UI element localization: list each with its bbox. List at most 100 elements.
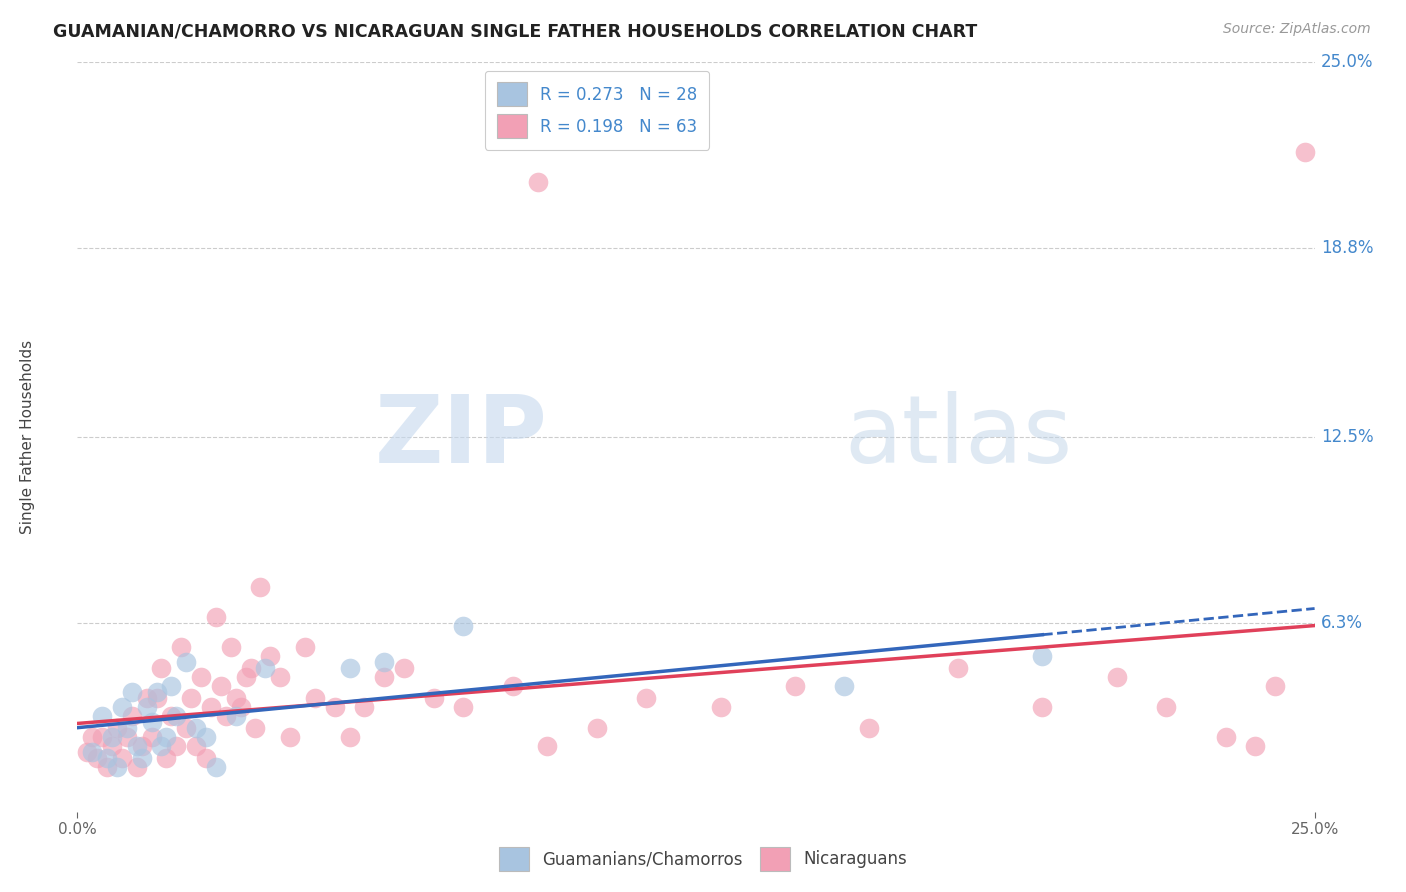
Text: Single Father Households: Single Father Households	[20, 340, 35, 534]
Point	[1215, 730, 1237, 744]
Point	[239, 661, 262, 675]
Point	[165, 708, 187, 723]
Point	[353, 699, 375, 714]
Text: 18.8%: 18.8%	[1320, 239, 1374, 257]
Point	[111, 751, 134, 765]
Point	[96, 751, 118, 765]
Point	[1031, 648, 1053, 663]
Point	[160, 708, 183, 723]
Point	[141, 730, 163, 744]
Point	[131, 751, 153, 765]
Point	[165, 739, 187, 753]
Point	[783, 679, 806, 693]
Point	[121, 708, 143, 723]
Point	[170, 640, 193, 654]
Point	[1031, 699, 1053, 714]
Point	[229, 699, 252, 714]
Point	[145, 690, 167, 705]
Point	[150, 661, 173, 675]
Text: Source: ZipAtlas.com: Source: ZipAtlas.com	[1223, 22, 1371, 37]
Point	[453, 619, 475, 633]
Point	[858, 721, 880, 735]
Point	[184, 739, 207, 753]
Text: ZIP: ZIP	[374, 391, 547, 483]
Point	[121, 685, 143, 699]
Point	[190, 670, 212, 684]
Point	[536, 739, 558, 753]
Point	[115, 730, 138, 744]
Point	[710, 699, 733, 714]
Point	[131, 739, 153, 753]
Point	[209, 679, 232, 693]
Point	[125, 739, 148, 753]
Point	[225, 690, 247, 705]
Point	[304, 690, 326, 705]
Text: GUAMANIAN/CHAMORRO VS NICARAGUAN SINGLE FATHER HOUSEHOLDS CORRELATION CHART: GUAMANIAN/CHAMORRO VS NICARAGUAN SINGLE …	[53, 22, 977, 40]
Point	[834, 679, 856, 693]
Point	[254, 661, 277, 675]
Text: atlas: atlas	[845, 391, 1073, 483]
Point	[96, 760, 118, 774]
Point	[125, 760, 148, 774]
Point	[195, 730, 218, 744]
Point	[948, 661, 970, 675]
Point	[259, 648, 281, 663]
Point	[219, 640, 242, 654]
Point	[1244, 739, 1267, 753]
Legend: R = 0.273   N = 28, R = 0.198   N = 63: R = 0.273 N = 28, R = 0.198 N = 63	[485, 70, 709, 150]
Point	[141, 714, 163, 729]
Point	[249, 580, 271, 594]
Point	[174, 721, 197, 735]
Point	[145, 685, 167, 699]
Point	[373, 655, 395, 669]
Point	[105, 721, 128, 735]
Point	[111, 699, 134, 714]
Point	[76, 745, 98, 759]
Point	[135, 699, 157, 714]
Legend: Guamanians/Chamorros, Nicaraguans: Guamanians/Chamorros, Nicaraguans	[491, 839, 915, 880]
Point	[205, 610, 228, 624]
Point	[392, 661, 415, 675]
Point	[184, 721, 207, 735]
Point	[339, 730, 361, 744]
Point	[155, 751, 177, 765]
Point	[339, 661, 361, 675]
Point	[636, 690, 658, 705]
Point	[82, 745, 104, 759]
Text: 25.0%: 25.0%	[1320, 54, 1374, 71]
Point	[205, 760, 228, 774]
Point	[91, 730, 114, 744]
Point	[135, 690, 157, 705]
Point	[101, 739, 124, 753]
Point	[105, 760, 128, 774]
Point	[101, 730, 124, 744]
Point	[180, 690, 202, 705]
Point	[1294, 145, 1316, 160]
Point	[235, 670, 257, 684]
Point	[373, 670, 395, 684]
Point	[195, 751, 218, 765]
Point	[278, 730, 301, 744]
Point	[82, 730, 104, 744]
Point	[86, 751, 108, 765]
Text: 12.5%: 12.5%	[1320, 428, 1374, 446]
Point	[294, 640, 316, 654]
Text: 6.3%: 6.3%	[1320, 614, 1362, 632]
Point	[502, 679, 524, 693]
Point	[1105, 670, 1128, 684]
Point	[1264, 679, 1286, 693]
Point	[160, 679, 183, 693]
Point	[269, 670, 291, 684]
Point	[155, 730, 177, 744]
Point	[422, 690, 444, 705]
Point	[215, 708, 238, 723]
Point	[200, 699, 222, 714]
Point	[323, 699, 346, 714]
Point	[526, 175, 548, 189]
Point	[586, 721, 609, 735]
Point	[245, 721, 267, 735]
Point	[174, 655, 197, 669]
Point	[150, 739, 173, 753]
Point	[453, 699, 475, 714]
Point	[225, 708, 247, 723]
